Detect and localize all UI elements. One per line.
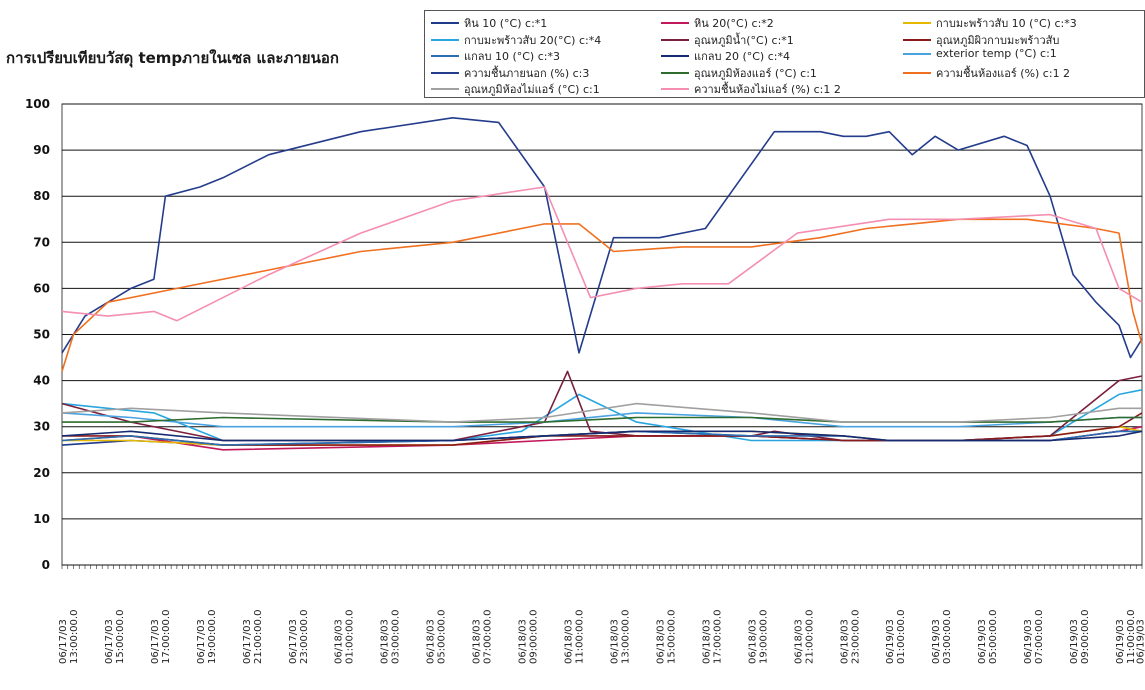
legend-swatch (661, 71, 689, 74)
legend-label: ความชื้นห้องแอร์ (%) c:1 2 (936, 66, 1071, 80)
y-tick-label: 0 (42, 558, 50, 572)
legend-item: กาบมะพร้าวสับ 10 (°C) c:*3 (903, 14, 1077, 32)
x-tick-label: 06/18/0309:00:00.0 (518, 610, 540, 664)
series-line (61, 430, 1143, 442)
legend-swatch (903, 38, 931, 41)
x-tick-label: 06/18/0317:00:00.0 (701, 610, 723, 664)
legend-label: อุณหภูมิห้องแอร์ (°C) c:1 (694, 66, 817, 80)
legend-item: ความชื้นภายนอก (%) c:3 (431, 64, 589, 82)
y-tick-label: 20 (33, 466, 50, 480)
x-tick-label: 06/18/0315:00:00.0 (655, 610, 677, 664)
x-tick-label: 06/18/0323:00:00.0 (839, 610, 861, 664)
y-tick-label: 60 (33, 281, 50, 295)
x-tick-label: 06/18/0311:00:00.0 (564, 610, 586, 664)
y-tick-label: 10 (33, 512, 50, 526)
legend-item: หิน 20(°C) c:*2 (661, 14, 774, 32)
x-tick-label: 06/17/0319:00:00.0 (196, 610, 218, 664)
legend-item: กาบมะพร้าวสับ 20(°C) c:*4 (431, 31, 601, 49)
legend-label: อุณหภูมิห้องไม่แอร์ (°C) c:1 (464, 83, 600, 96)
legend-swatch (903, 71, 931, 74)
legend-label: แกลบ 20 (°C) c:*4 (694, 50, 790, 63)
legend-label: ความชื้นห้องไม่แอร์ (%) c:1 2 (694, 83, 841, 96)
x-tick-label: 06/18/0313:00:00.0 (609, 610, 631, 664)
legend-swatch (431, 38, 459, 41)
series-line (61, 117, 1143, 359)
x-tick-label: 06/17/0323:00:00.0 (288, 610, 310, 664)
x-tick-label: 06/18/0305:00:00.0 (426, 610, 448, 664)
y-tick-label: 30 (33, 420, 50, 434)
x-tick-label: 06/18/0303:00:00.0 (380, 610, 402, 664)
x-tick-label: 06/17/0313:00:00.0 (58, 610, 80, 664)
x-tick-label: 06/18/0321:00:00.0 (793, 610, 815, 664)
legend-label: กาบมะพร้าวสับ 20(°C) c:*4 (464, 33, 602, 47)
legend-item: อุณหภูมิห้องไม่แอร์ (°C) c:1 (431, 80, 600, 98)
y-tick-label: 70 (33, 235, 50, 249)
x-tick-label: 06/19/0312:52:33 (1136, 619, 1145, 664)
legend-swatch (661, 55, 689, 57)
legend-label: อุณหภูมิน้ำ(°C) c:*1 (694, 33, 794, 47)
legend-item: หิน 10 (°C) c:*1 (431, 14, 547, 32)
series-line (62, 416, 1142, 423)
x-tick-label: 06/17/0315:00:00.0 (104, 610, 126, 664)
x-tick-label: 06/19/0303:00:00.0 (931, 610, 953, 664)
legend-item: แกลบ 20 (°C) c:*4 (661, 47, 790, 65)
x-tick-label: 06/19/0309:00:00.0 (1069, 610, 1091, 664)
legend-swatch (903, 22, 931, 24)
x-tick-label: 06/19/0305:00:00.0 (977, 610, 999, 664)
y-tick-label: 80 (33, 189, 50, 203)
x-tick-label: 06/19/0307:00:00.0 (1023, 610, 1045, 664)
legend-swatch (903, 52, 931, 55)
legend-label: exterior temp (°C) c:1 (936, 47, 1057, 60)
legend-swatch (431, 55, 459, 57)
y-tick-label: 50 (33, 328, 50, 342)
y-tick-label: 100 (25, 97, 50, 111)
x-tick-label: 06/17/0321:00:00.0 (242, 610, 264, 664)
x-tick-label: 06/17/0317:00:00.0 (150, 610, 172, 664)
legend-item: exterior temp (°C) c:1 (903, 47, 1057, 60)
legend-swatch (431, 88, 459, 90)
legend-swatch (431, 71, 459, 74)
x-tick-label: 06/18/0307:00:00.0 (472, 610, 494, 664)
x-tick-label: 06/19/0311:00:00.0 (1115, 610, 1137, 664)
legend-swatch (661, 38, 689, 41)
legend-label: หิน 20(°C) c:*2 (694, 17, 774, 30)
legend-item: ความชื้นห้องแอร์ (%) c:1 2 (903, 64, 1070, 82)
legend-item: อุณหภูมิห้องแอร์ (°C) c:1 (661, 64, 817, 82)
legend-swatch (661, 88, 689, 90)
y-tick-label: 40 (33, 374, 50, 388)
y-tick-label: 90 (33, 143, 50, 157)
x-tick-label: 06/18/0301:00:00.0 (334, 610, 356, 664)
chart-legend: หิน 10 (°C) c:*1 หิน 20(°C) c:*2 กาบมะพร้า… (424, 10, 1145, 98)
legend-swatch (661, 22, 689, 24)
legend-label: อุณหภูมิผิวกาบมะพร้าวสับ (936, 33, 1060, 47)
chart-title: การเปรียบเทียบวัสดุ tempภายในเซล และภายน… (6, 49, 339, 67)
series-line (61, 402, 1142, 423)
legend-label: กาบมะพร้าวสับ 10 (°C) c:*3 (936, 17, 1077, 30)
legend-swatch (431, 22, 459, 24)
x-tick-label: 06/19/0301:00:00.0 (885, 610, 907, 664)
series-line (61, 186, 1143, 322)
series-line (61, 218, 1143, 372)
legend-label: ความชื้นภายนอก (%) c:3 (464, 66, 590, 80)
legend-label: หิน 10 (°C) c:*1 (464, 17, 548, 30)
legend-item: อุณหภูมิน้ำ(°C) c:*1 (661, 31, 794, 49)
legend-item: อุณหภูมิผิวกาบมะพร้าวสับ (903, 31, 1059, 49)
legend-item: ความชื้นห้องไม่แอร์ (%) c:1 2 (661, 80, 841, 98)
x-tick-label: 06/18/0319:00:00.0 (747, 610, 769, 664)
legend-item: แกลบ 10 (°C) c:*3 (431, 47, 560, 65)
legend-label: แกลบ 10 (°C) c:*3 (464, 50, 560, 63)
